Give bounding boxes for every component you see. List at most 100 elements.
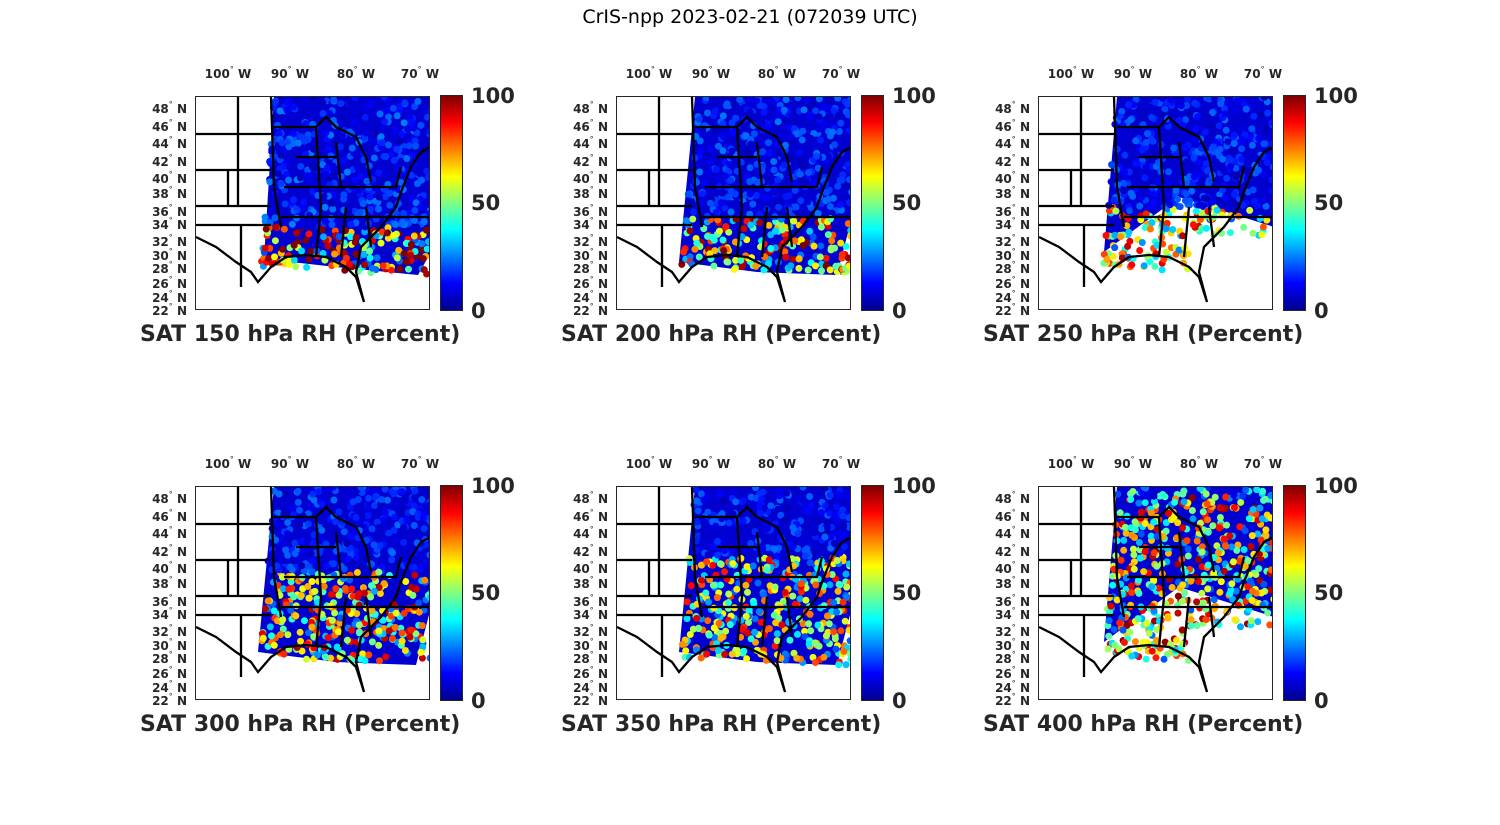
rh-sounding bbox=[265, 255, 272, 262]
rh-sounding bbox=[353, 610, 361, 618]
rh-sounding bbox=[1141, 174, 1149, 182]
rh-sounding bbox=[787, 262, 795, 270]
rh-sounding bbox=[721, 650, 729, 658]
rh-sounding bbox=[722, 223, 730, 231]
rh-sounding bbox=[699, 533, 707, 540]
colorbar-tick-label: 0 bbox=[892, 299, 907, 323]
rh-sounding bbox=[384, 496, 391, 504]
colorbar-tick-label: 100 bbox=[892, 474, 936, 498]
lat-tick-label: 38° N bbox=[152, 185, 187, 201]
rh-sounding bbox=[714, 647, 722, 654]
lat-tick-label: 48° N bbox=[152, 100, 187, 116]
lat-tick-label: 42° N bbox=[152, 543, 187, 559]
rh-sounding bbox=[1105, 632, 1113, 640]
lat-tick-label: 42° N bbox=[995, 543, 1030, 559]
lat-tick-label: 46° N bbox=[152, 508, 187, 524]
rh-sounding bbox=[348, 144, 356, 152]
rh-sounding bbox=[776, 106, 783, 114]
rh-sounding bbox=[1130, 143, 1138, 151]
rh-sounding bbox=[1249, 506, 1257, 514]
lon-tick-label: 70° W bbox=[1243, 455, 1283, 471]
rh-sounding bbox=[406, 633, 414, 641]
rh-sounding bbox=[320, 233, 327, 241]
rh-sounding bbox=[1152, 654, 1160, 662]
rh-sounding bbox=[387, 266, 395, 274]
rh-sounding bbox=[1156, 191, 1164, 199]
rh-sounding bbox=[1146, 258, 1154, 265]
rh-sounding bbox=[1227, 162, 1235, 170]
rh-sounding bbox=[1103, 256, 1111, 263]
rh-sounding bbox=[804, 198, 812, 206]
rh-sounding bbox=[1158, 111, 1166, 119]
rh-sounding bbox=[1231, 123, 1239, 131]
state-boundary bbox=[695, 505, 850, 648]
rh-sounding bbox=[407, 626, 415, 634]
rh-sounding bbox=[337, 143, 344, 151]
rh-sounding bbox=[384, 224, 392, 232]
rh-sounding bbox=[773, 552, 781, 560]
rh-sounding bbox=[329, 162, 337, 170]
rh-sounding bbox=[331, 609, 339, 617]
rh-sounding bbox=[686, 631, 694, 638]
rh-sounding bbox=[841, 543, 848, 551]
rh-sounding bbox=[1226, 590, 1234, 598]
rh-sounding bbox=[1109, 581, 1117, 589]
rh-sounding bbox=[1192, 125, 1200, 133]
rh-sounding bbox=[1196, 487, 1204, 492]
rh-sounding bbox=[1116, 509, 1124, 517]
rh-sounding bbox=[765, 221, 773, 229]
rh-sounding bbox=[765, 625, 773, 633]
rh-sounding bbox=[736, 97, 744, 103]
rh-sounding bbox=[807, 134, 815, 142]
rh-sounding bbox=[288, 220, 296, 228]
rh-sounding bbox=[756, 137, 764, 145]
rh-sounding bbox=[752, 494, 760, 502]
rh-sounding bbox=[281, 490, 289, 498]
rh-sounding bbox=[1181, 144, 1189, 151]
colorbar-tick-label: 50 bbox=[892, 191, 922, 215]
rh-sounding bbox=[330, 560, 337, 568]
rh-sounding bbox=[789, 592, 797, 600]
rh-sounding bbox=[1132, 160, 1140, 168]
rh-sounding bbox=[349, 498, 357, 506]
rh-sounding bbox=[696, 168, 704, 176]
map-axes bbox=[195, 486, 430, 700]
rh-sounding bbox=[1242, 105, 1250, 113]
rh-sounding bbox=[340, 157, 347, 165]
rh-sounding bbox=[335, 233, 343, 241]
rh-sounding bbox=[799, 163, 807, 171]
rh-sounding bbox=[1264, 109, 1272, 117]
rh-sounding bbox=[799, 242, 807, 249]
rh-sounding bbox=[1182, 116, 1189, 124]
rh-sounding bbox=[380, 97, 388, 101]
rh-sounding bbox=[845, 626, 850, 634]
rh-sounding bbox=[271, 214, 279, 222]
map-panel-400hpa: 100° W 90° W 80° W 70° W 48° N 46° N 44° N 42° … bbox=[983, 450, 1363, 740]
rh-sounding bbox=[399, 218, 406, 226]
lat-tick-label: 36° N bbox=[995, 593, 1030, 609]
rh-sounding bbox=[779, 597, 787, 605]
rh-sounding bbox=[678, 640, 686, 648]
rh-sounding bbox=[1192, 207, 1200, 215]
rh-sounding bbox=[367, 593, 375, 601]
map-panel-300hpa: 100° W 90° W 80° W 70° W 48° N 46° N 44° N 42° … bbox=[140, 450, 520, 740]
rh-sounding bbox=[407, 194, 415, 202]
rh-sounding bbox=[1189, 515, 1197, 523]
rh-sounding bbox=[407, 119, 415, 127]
rh-sounding bbox=[781, 248, 789, 256]
rh-sounding bbox=[783, 176, 791, 184]
rh-sounding bbox=[806, 493, 814, 500]
rh-sounding bbox=[270, 487, 278, 495]
rh-sounding bbox=[717, 199, 725, 207]
rh-sounding bbox=[1115, 151, 1123, 159]
rh-sounding bbox=[693, 497, 701, 505]
rh-sounding bbox=[416, 165, 424, 173]
rh-sounding bbox=[843, 593, 850, 601]
lat-tick-label: 36° N bbox=[573, 593, 608, 609]
rh-sounding bbox=[339, 163, 347, 171]
rh-sounding bbox=[1123, 222, 1131, 230]
rh-sounding bbox=[291, 539, 299, 547]
rh-sounding bbox=[724, 193, 731, 201]
rh-sounding bbox=[781, 650, 789, 658]
rh-sounding bbox=[704, 617, 712, 625]
